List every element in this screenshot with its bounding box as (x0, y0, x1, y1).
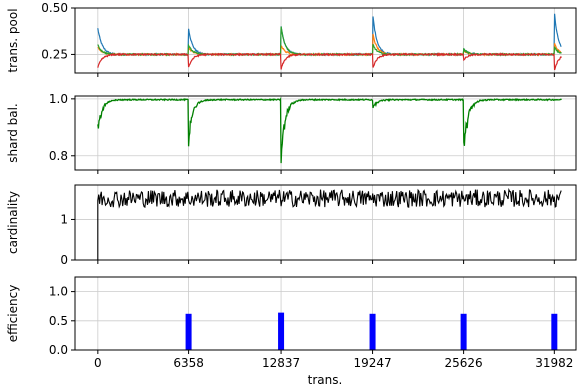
panel-2: 0.8 1.0 shard bal. (6, 92, 577, 174)
panel-1: 0.25 0.50 trans. pool (6, 1, 577, 77)
y-tick-label: 0.8 (49, 149, 68, 163)
y-tick-label: 0.0 (49, 343, 68, 357)
bar (185, 313, 192, 350)
bar (460, 313, 467, 350)
plot-area (97, 187, 562, 260)
y-tick-label: 0.5 (49, 314, 68, 328)
x-tick-label: 6358 (173, 356, 204, 370)
series-line (97, 33, 562, 57)
series-line (97, 52, 562, 71)
x-tick-label: 12837 (262, 356, 300, 370)
y-tick-label: 0.50 (41, 1, 68, 15)
series-line (97, 96, 562, 164)
bar (551, 313, 558, 350)
panel-4: 0.0 0.5 1.0 efficiency (6, 276, 577, 357)
bar (278, 312, 285, 350)
y-tick-label: 1.0 (49, 92, 68, 106)
y-axis-label: trans. pool (6, 8, 20, 72)
panel-3: 0 1 cardinality (6, 184, 577, 267)
y-tick-label: 1.0 (49, 285, 68, 299)
series-line (97, 13, 562, 57)
x-axis-label: trans. (308, 373, 343, 387)
y-tick-label: 0.25 (41, 47, 68, 61)
bar (369, 313, 376, 350)
y-axis-label: shard bal. (6, 103, 20, 162)
x-tick-label: 19247 (353, 356, 391, 370)
axes-frame (74, 184, 577, 261)
plot-area (185, 312, 558, 350)
y-axis-label: efficiency (6, 285, 20, 343)
x-tick-label: 25626 (445, 356, 483, 370)
plot-area (97, 13, 562, 71)
plot-area (97, 96, 562, 164)
y-tick-label: 0 (60, 253, 68, 267)
axes-frame (74, 7, 577, 74)
y-axis-label: cardinality (6, 191, 20, 254)
series-line (97, 26, 562, 57)
y-tick-label: 1 (60, 212, 68, 226)
x-tick-label: 0 (94, 356, 102, 370)
axes-frame (74, 276, 577, 351)
series-line (97, 187, 562, 260)
x-tick-label: 31982 (535, 356, 573, 370)
axes-frame (74, 95, 577, 171)
